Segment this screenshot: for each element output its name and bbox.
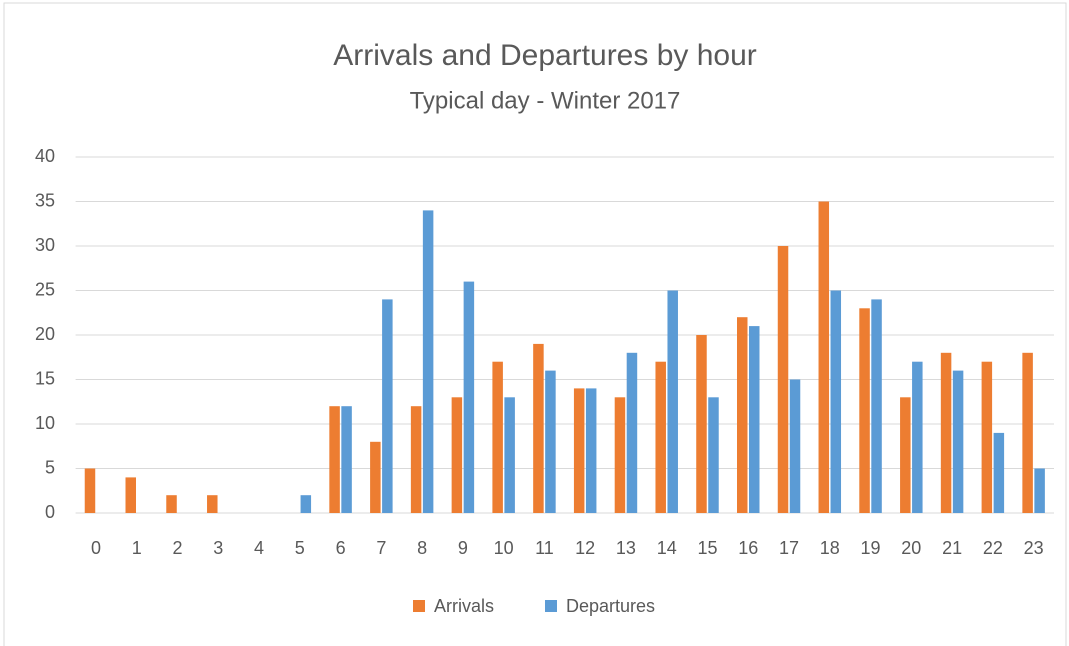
bar — [859, 308, 870, 513]
chart-title: Arrivals and Departures by hour — [333, 39, 757, 72]
x-tick-label: 5 — [295, 538, 305, 558]
y-tick-label: 20 — [35, 324, 55, 344]
x-tick-label: 19 — [861, 538, 881, 558]
bar — [940, 352, 952, 513]
bar — [708, 397, 719, 513]
bar — [492, 361, 503, 513]
x-tick-label: 1 — [132, 538, 142, 558]
bar — [125, 477, 136, 513]
bar — [573, 388, 585, 513]
x-tick-label: 18 — [820, 538, 840, 558]
x-tick-label: 20 — [901, 538, 921, 558]
bar — [749, 326, 760, 513]
bar — [451, 397, 463, 513]
bar — [912, 361, 923, 513]
bar — [696, 335, 707, 513]
x-tick-label: 10 — [494, 538, 514, 558]
bar — [830, 290, 842, 513]
x-tick-label: 13 — [616, 538, 636, 558]
x-tick-label: 14 — [657, 538, 677, 558]
x-tick-label: 0 — [91, 538, 101, 558]
y-tick-label: 0 — [45, 502, 55, 522]
bar — [626, 352, 638, 513]
bar — [1022, 352, 1033, 513]
x-tick-label: 16 — [738, 538, 758, 558]
legend-label: Departures — [566, 596, 655, 616]
chart-subtitle: Typical day - Winter 2017 — [410, 87, 681, 114]
bar — [463, 281, 475, 513]
x-tick-label: 22 — [983, 538, 1003, 558]
x-tick-label: 7 — [376, 538, 386, 558]
x-tick-label: 2 — [173, 538, 183, 558]
bar — [993, 432, 1005, 513]
x-tick-label: 12 — [575, 538, 595, 558]
bar — [585, 388, 597, 513]
bar — [818, 201, 830, 513]
bar — [789, 379, 801, 513]
x-tick-label: 8 — [417, 538, 427, 558]
bar — [382, 299, 393, 513]
bar — [981, 361, 993, 513]
bar — [504, 397, 515, 513]
bar — [871, 299, 882, 513]
x-tick-label: 15 — [697, 538, 717, 558]
bar — [207, 495, 218, 513]
bar — [667, 290, 678, 513]
x-tick-label: 23 — [1024, 538, 1044, 558]
bar — [166, 495, 177, 513]
bar — [422, 210, 434, 513]
chart-border — [3, 2, 1067, 646]
bar — [545, 370, 556, 513]
bar — [300, 495, 312, 513]
bar — [900, 397, 911, 513]
x-tick-label: 4 — [254, 538, 264, 558]
y-tick-label: 30 — [35, 235, 55, 255]
x-tick-label: 17 — [779, 538, 799, 558]
bar — [655, 361, 666, 513]
y-tick-label: 40 — [35, 146, 55, 166]
x-tick-label: 21 — [942, 538, 962, 558]
y-tick-label: 25 — [35, 279, 55, 299]
legend-swatch — [413, 600, 425, 612]
legend-swatch — [545, 600, 557, 612]
y-tick-label: 35 — [35, 190, 55, 210]
bar — [84, 468, 96, 513]
bar — [737, 317, 748, 513]
x-tick-label: 9 — [458, 538, 468, 558]
bar — [1034, 468, 1045, 513]
y-tick-label: 10 — [35, 413, 55, 433]
y-tick-label: 5 — [45, 457, 55, 477]
bar — [329, 406, 340, 513]
x-tick-label: 3 — [213, 538, 223, 558]
bar — [341, 406, 352, 513]
bar — [777, 246, 789, 513]
x-tick-label: 11 — [535, 538, 554, 558]
bar — [533, 343, 544, 513]
y-tick-label: 15 — [35, 368, 55, 388]
bar — [410, 406, 422, 513]
x-tick-label: 6 — [336, 538, 346, 558]
bar — [952, 370, 964, 513]
bar — [614, 397, 626, 513]
bar — [370, 441, 381, 513]
legend-label: Arrivals — [434, 596, 494, 616]
